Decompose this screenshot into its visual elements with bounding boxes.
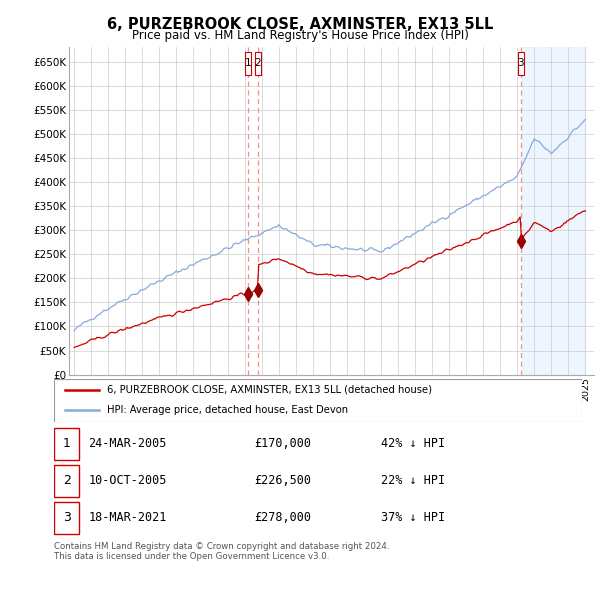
FancyBboxPatch shape bbox=[54, 502, 79, 533]
Bar bbox=[518, 52, 524, 75]
Text: £278,000: £278,000 bbox=[254, 512, 311, 525]
Text: 10-OCT-2005: 10-OCT-2005 bbox=[88, 474, 167, 487]
Text: HPI: Average price, detached house, East Devon: HPI: Average price, detached house, East… bbox=[107, 405, 348, 415]
Text: £170,000: £170,000 bbox=[254, 437, 311, 450]
Text: 2: 2 bbox=[63, 474, 71, 487]
Text: 3: 3 bbox=[63, 512, 71, 525]
FancyBboxPatch shape bbox=[54, 428, 79, 460]
Text: Contains HM Land Registry data © Crown copyright and database right 2024.
This d: Contains HM Land Registry data © Crown c… bbox=[54, 542, 389, 561]
Text: 2: 2 bbox=[254, 58, 261, 68]
Text: 42% ↓ HPI: 42% ↓ HPI bbox=[382, 437, 445, 450]
FancyBboxPatch shape bbox=[54, 379, 582, 422]
Text: 6, PURZEBROOK CLOSE, AXMINSTER, EX13 5LL: 6, PURZEBROOK CLOSE, AXMINSTER, EX13 5LL bbox=[107, 17, 493, 31]
Text: 1: 1 bbox=[63, 437, 71, 450]
Text: 22% ↓ HPI: 22% ↓ HPI bbox=[382, 474, 445, 487]
Text: £226,500: £226,500 bbox=[254, 474, 311, 487]
Bar bbox=[245, 52, 251, 75]
Text: 3: 3 bbox=[518, 58, 524, 68]
Bar bbox=[255, 52, 261, 75]
FancyBboxPatch shape bbox=[54, 465, 79, 497]
Text: 6, PURZEBROOK CLOSE, AXMINSTER, EX13 5LL (detached house): 6, PURZEBROOK CLOSE, AXMINSTER, EX13 5LL… bbox=[107, 385, 432, 395]
Text: 24-MAR-2005: 24-MAR-2005 bbox=[88, 437, 167, 450]
Text: 37% ↓ HPI: 37% ↓ HPI bbox=[382, 512, 445, 525]
Text: 18-MAR-2021: 18-MAR-2021 bbox=[88, 512, 167, 525]
Text: Price paid vs. HM Land Registry's House Price Index (HPI): Price paid vs. HM Land Registry's House … bbox=[131, 30, 469, 42]
Text: 1: 1 bbox=[245, 58, 251, 68]
